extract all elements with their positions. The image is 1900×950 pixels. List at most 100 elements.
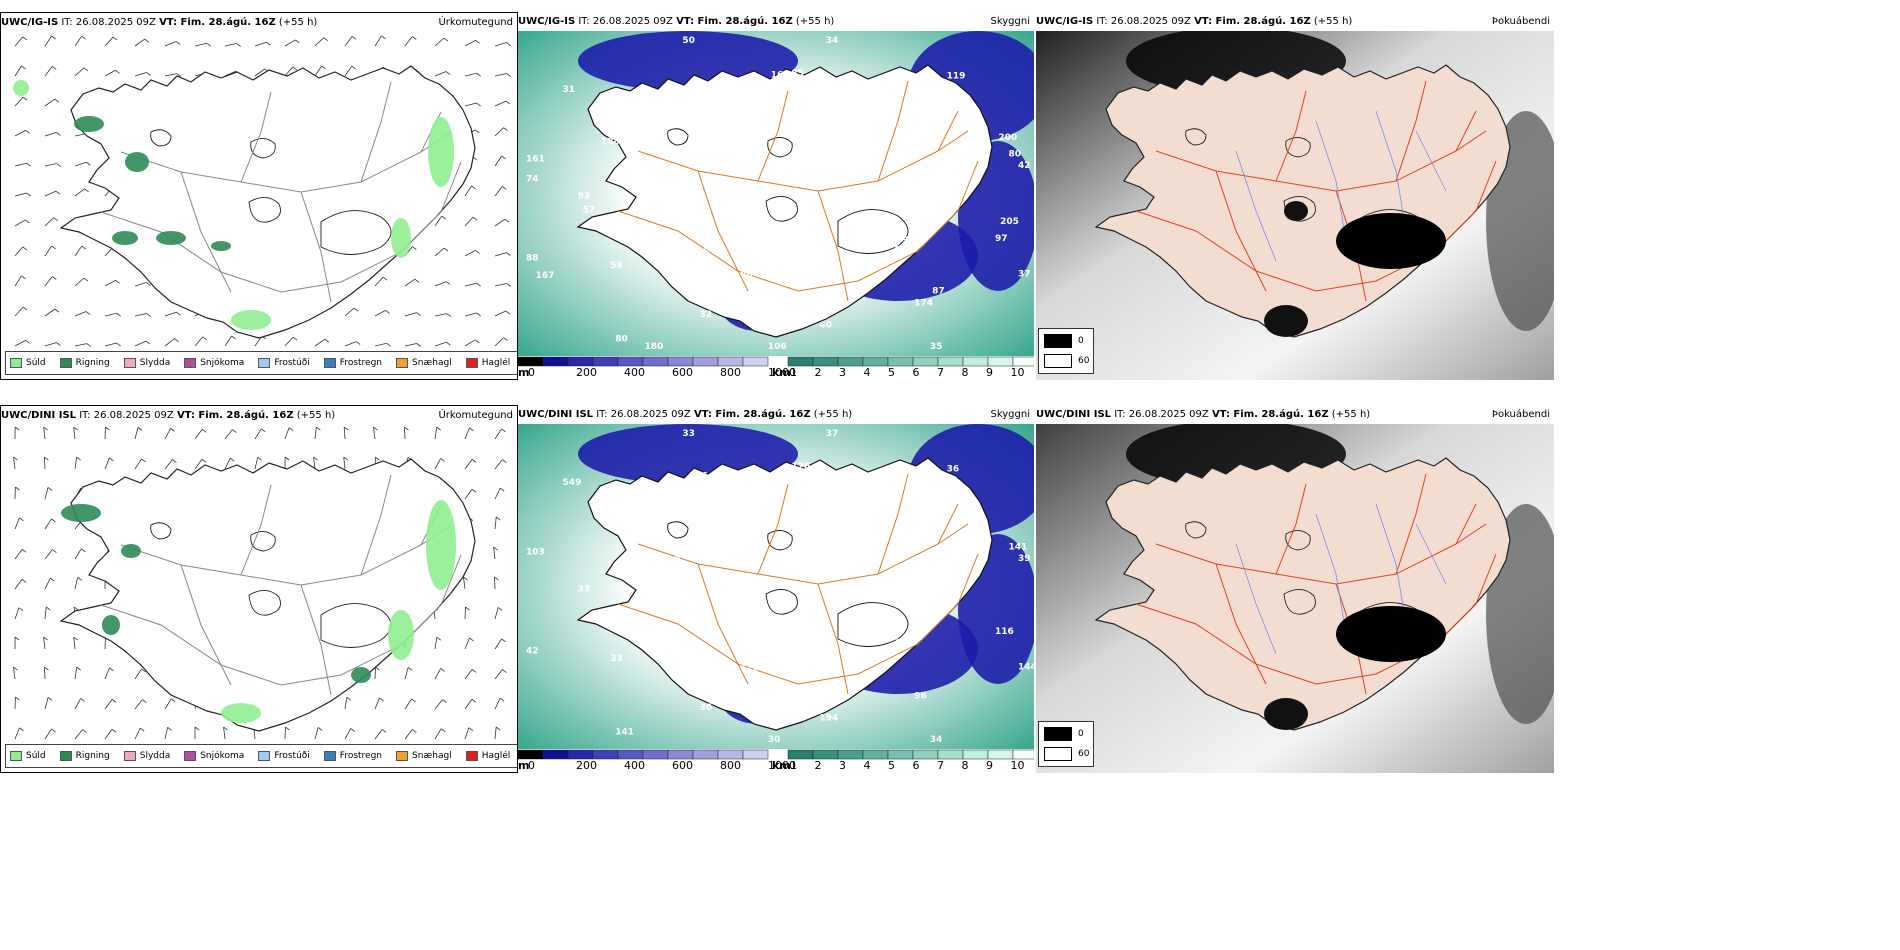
fog-legend-swatch	[1044, 747, 1072, 761]
legend-swatch	[323, 751, 336, 761]
visibility-value: 35	[662, 163, 675, 173]
visibility-value: 144	[656, 600, 675, 610]
colorbar-graphics	[518, 749, 1034, 760]
legend-label: Snæhagl	[412, 751, 452, 761]
legend-label: Rigning	[75, 358, 110, 368]
visibility-value: 123	[677, 635, 696, 645]
precip-type-map	[13, 426, 507, 740]
parameter-name: Úrkomutegund	[438, 410, 513, 421]
visibility-value: 74	[526, 174, 539, 184]
visibility-value: 162	[855, 152, 874, 162]
visibility-value: 82	[677, 242, 690, 252]
parameter-name: Úrkomutegund	[438, 17, 513, 28]
fog-legend-item: 60	[1044, 354, 1089, 368]
legend-swatch	[465, 358, 478, 368]
legend-item-haglél: Haglél	[465, 358, 510, 368]
visibility-value: 80	[740, 271, 753, 281]
legend-label: Frostregn	[339, 751, 383, 761]
visibility-value: 144	[1018, 663, 1034, 673]
visibility-map: 94 82 85 174 161 162 80 84 97 88 102 153 90 80 80 90 103…	[518, 31, 1034, 356]
visibility-value: 85	[791, 69, 804, 79]
legend-item-rigning: Rigning	[59, 751, 110, 761]
visibility-value: 36	[700, 703, 713, 713]
visibility-value: 87	[932, 287, 945, 297]
precip-areas	[13, 80, 454, 330]
legend-item-rigning: Rigning	[59, 358, 110, 368]
visibility-value: 153	[821, 273, 840, 283]
visibility-value: 112	[702, 130, 721, 140]
legend-label: Snjókoma	[200, 751, 245, 761]
visibility-tick: 9	[986, 759, 993, 772]
panel-header: UWC/DINI ISL IT: 26.08.2025 09Z VT: Fim.…	[1, 406, 517, 425]
legend-swatch	[258, 751, 271, 761]
visibility-tick: 5	[888, 759, 895, 772]
legend-item-slydda: Slydda	[123, 751, 171, 761]
precip-type-legend: Súld Rigning Slydda Snjókoma Frostúði Frostre…	[5, 351, 517, 375]
legend-swatch	[123, 358, 136, 368]
legend-swatch	[59, 751, 72, 761]
legend-label: Frostregn	[339, 358, 383, 368]
fog-legend-label: 0	[1078, 729, 1084, 739]
visibility-value: 32	[700, 310, 713, 320]
visibility-value: 126	[689, 472, 708, 482]
visibility-tick: 7	[937, 366, 944, 379]
init-time: IT: 26.08.2025 09Z	[79, 410, 174, 421]
visibility-value-labels: 105 123 126 96 103 124 125 126 116 42 39 55 123 141 14…	[526, 429, 1034, 745]
lead-time: (+55 h)	[1331, 409, 1371, 420]
legend-swatch	[10, 751, 22, 761]
visibility-tick: 10	[1010, 759, 1025, 772]
visibility-value: 151	[761, 510, 780, 520]
visibility-value: 58	[610, 261, 623, 271]
visibility-value: 42	[526, 646, 539, 656]
visibility-value: 52	[847, 147, 860, 157]
legend-label: Slydda	[139, 751, 171, 761]
fog-legend-label: 60	[1078, 749, 1090, 759]
cloudbase-tick: 1000	[768, 366, 796, 379]
legend-label: Haglél	[481, 751, 511, 761]
visibility-value: 42	[757, 271, 770, 281]
visibility-value: 549	[562, 478, 581, 488]
visibility-value: 116	[995, 627, 1014, 637]
visibility-value: 94	[864, 184, 877, 194]
visibility-value: 33	[578, 584, 591, 594]
legend-item-frostúði: Frostúði	[258, 358, 310, 368]
init-time: IT: 26.08.2025 09Z	[1096, 16, 1191, 27]
visibility-value: 39	[818, 519, 831, 529]
cloudbase-tick: 600	[672, 366, 693, 379]
lead-time: (+55 h)	[795, 16, 835, 27]
visibility-tick: 3	[839, 366, 846, 379]
visibility-value: 34	[930, 735, 943, 745]
cloudbase-tick: 400	[624, 759, 645, 772]
visibility-value: 96	[914, 692, 927, 702]
iceland-outline	[59, 458, 476, 732]
model-name: UWC/IG-IS	[518, 16, 576, 27]
visibility-value: 180	[645, 342, 664, 352]
legend-item-frostregn: Frostregn	[323, 358, 383, 368]
model-name: UWC/DINI ISL	[518, 409, 594, 420]
model-name: UWC/DINI ISL	[1, 410, 77, 421]
legend-label: Snjókoma	[200, 358, 245, 368]
visibility-value: 141	[1009, 542, 1028, 552]
visibility-value: 80	[1009, 149, 1022, 159]
parameter-name: Þokuábendi	[1491, 16, 1550, 27]
colorbars: m 0 200 400 600 800 1000 km 1 2 3 4 5 6 7 8 9 10	[518, 749, 1034, 773]
visibility-value: 34	[656, 207, 669, 217]
visibility-value: 84	[689, 79, 702, 89]
visibility-value: 38	[924, 137, 937, 147]
cloudbase-tick: 600	[672, 759, 693, 772]
visibility-tick: 7	[937, 759, 944, 772]
visibility-value: 126	[791, 462, 810, 472]
visibility-value: 42	[1018, 161, 1031, 171]
init-time: IT: 26.08.2025 09Z	[1114, 409, 1209, 420]
visibility-value: 55	[821, 666, 834, 676]
visibility-value: 57	[583, 206, 596, 216]
init-time: IT: 26.08.2025 09Z	[578, 16, 673, 27]
valid-time: VT: Fim. 28.ágú. 16Z	[176, 410, 294, 421]
cloudbase-tick: 800	[720, 759, 741, 772]
visibility-value: 39	[1018, 554, 1031, 564]
visibility-value: 102	[662, 556, 681, 566]
cloudbase-tick: 1000	[768, 759, 796, 772]
visibility-value: 162	[771, 70, 790, 80]
visibility-value: 205	[1000, 217, 1019, 227]
parameter-name: Þokuábendi	[1491, 409, 1550, 420]
